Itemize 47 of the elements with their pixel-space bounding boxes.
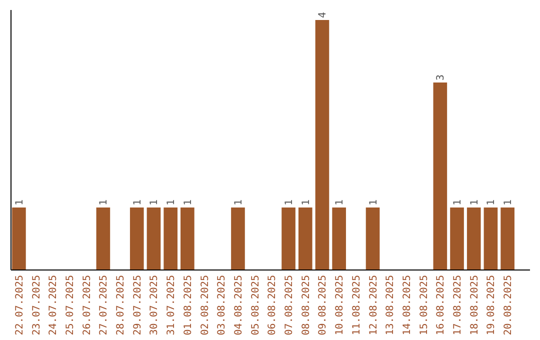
x-tick-label: 13.08.2025 (385, 275, 396, 336)
data-label: 1 (98, 199, 110, 206)
data-label: 1 (334, 199, 346, 206)
data-label: 1 (284, 199, 296, 206)
data-label: 1 (149, 199, 160, 206)
x-tick-label: 10.08.2025 (334, 275, 346, 336)
x-tick-label: 01.08.2025 (182, 275, 194, 336)
x-tick-label: 25.07.2025 (64, 275, 76, 336)
x-tick-label: 09.08.2025 (318, 275, 329, 336)
x-tick-label: 31.07.2025 (166, 275, 178, 336)
x-tick-label: 19.08.2025 (486, 275, 498, 336)
x-tick-label: 03.08.2025 (216, 275, 228, 336)
x-tick-label: 27.07.2025 (98, 275, 110, 336)
data-label: 1 (233, 199, 244, 206)
data-label: 3 (436, 74, 447, 80)
x-tick-label: 29.07.2025 (132, 275, 144, 336)
x-tick-label: 11.08.2025 (351, 275, 362, 336)
data-label: 1 (486, 199, 498, 206)
x-tick-label: 24.07.2025 (48, 275, 60, 336)
x-tick-label: 22.07.2025 (14, 275, 26, 336)
x-tick-label: 08.08.2025 (300, 275, 312, 336)
data-label: 1 (469, 199, 480, 206)
data-label: 1 (166, 199, 178, 206)
x-tick-label: 07.08.2025 (284, 275, 296, 336)
data-label: 4 (318, 12, 329, 18)
x-tick-label: 12.08.2025 (368, 275, 380, 336)
data-label: 1 (182, 199, 194, 206)
x-tick-label: 14.08.2025 (402, 275, 413, 336)
x-tick-label: 02.08.2025 (200, 275, 211, 336)
x-tick-label: 30.07.2025 (149, 275, 160, 336)
x-tick-label: 04.08.2025 (233, 275, 244, 336)
x-tick-label: 05.08.2025 (250, 275, 262, 336)
data-label: 1 (503, 199, 514, 206)
x-tick-label: 23.07.2025 (31, 275, 42, 336)
data-label: 1 (132, 199, 144, 206)
data-label: 1 (300, 199, 312, 206)
x-tick-label: 15.08.2025 (418, 275, 430, 336)
x-tick-label: 16.08.2025 (436, 275, 447, 336)
x-tick-label: 28.07.2025 (116, 275, 127, 336)
data-label: 1 (452, 199, 464, 206)
data-label: 1 (368, 199, 380, 206)
x-tick-label: 17.08.2025 (452, 275, 464, 336)
x-tick-label: 18.08.2025 (469, 275, 480, 336)
x-tick-label: 20.08.2025 (503, 275, 514, 336)
data-label: 1 (14, 199, 26, 206)
x-tick-label: 06.08.2025 (267, 275, 278, 336)
x-tick-label: 26.07.2025 (82, 275, 93, 336)
